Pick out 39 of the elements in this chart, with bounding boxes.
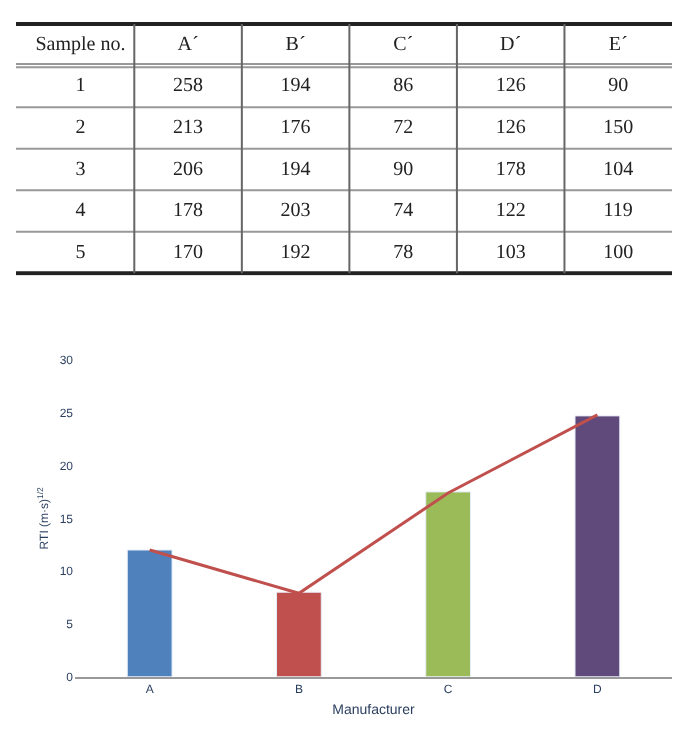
data-label: 194: [280, 158, 311, 181]
data-label: 178: [495, 158, 526, 181]
bar: [126, 549, 173, 677]
data-label: 86: [393, 75, 414, 98]
data-label: 100: [603, 241, 634, 264]
data-label: 203: [280, 200, 311, 223]
data-label: 72: [393, 116, 414, 139]
y-tick-label: 3: [75, 158, 86, 181]
x-tick-label: C´: [393, 33, 414, 56]
y-tick-label: 1: [75, 75, 86, 98]
x-tick-label: B´: [285, 33, 306, 56]
data-label: 74: [393, 200, 414, 223]
x-tick-label: E´: [608, 33, 628, 56]
data-label: 176: [280, 116, 311, 139]
bar: [425, 491, 472, 677]
y-axis-title: Sample no.: [35, 33, 126, 56]
data-label: 122: [495, 200, 526, 223]
data-label: 90: [393, 158, 414, 181]
data-label: 119: [603, 200, 633, 223]
data-label: 213: [173, 116, 204, 139]
data-label: 78: [393, 241, 414, 264]
y-tick-label: 5: [75, 241, 86, 264]
data-label: 103: [495, 241, 526, 264]
data-label: 194: [280, 75, 311, 98]
bar: [574, 415, 621, 677]
data-label: 170: [173, 241, 204, 264]
data-label: 178: [173, 200, 204, 223]
data-label: 90: [608, 75, 629, 98]
data-label: 206: [173, 158, 204, 181]
data-label: 150: [603, 116, 634, 139]
y-tick-label: 4: [75, 200, 86, 223]
data-label: 104: [603, 158, 634, 181]
data-label: 258: [173, 75, 204, 98]
x-tick-label: A´: [177, 33, 199, 56]
data-label: 126: [495, 75, 526, 98]
y-tick-label: 2: [75, 116, 86, 139]
data-label: 126: [495, 116, 526, 139]
x-tick-label: D´: [500, 33, 522, 56]
data-label: 192: [280, 241, 311, 264]
